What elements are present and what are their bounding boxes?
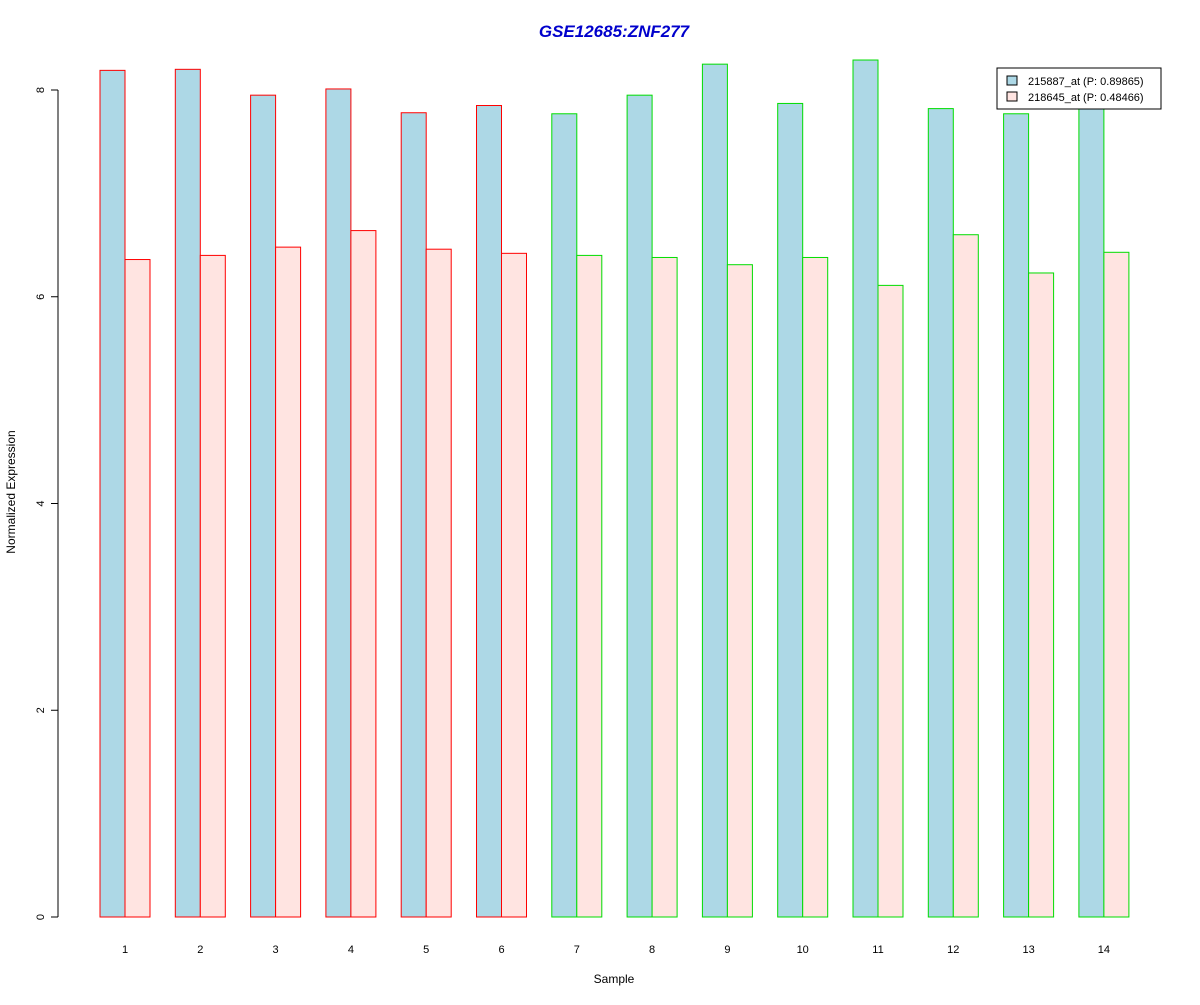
bar: [576, 254, 603, 918]
x-tick-label: 14: [1098, 944, 1110, 956]
x-tick-label: 1: [122, 944, 128, 956]
legend-label: 218645_at (P: 0.48466): [1028, 92, 1144, 104]
bar: [1003, 113, 1030, 918]
x-tick-label: 10: [797, 944, 809, 956]
bar: [350, 230, 377, 918]
x-tick-label: 5: [423, 944, 429, 956]
bar: [275, 246, 302, 918]
bar: [124, 259, 151, 918]
x-tick-label: 13: [1022, 944, 1034, 956]
bar: [1028, 272, 1055, 918]
bar: [651, 256, 678, 918]
bar: [425, 248, 452, 918]
bar: [250, 94, 277, 918]
legend-label: 215887_at (P: 0.89865): [1028, 76, 1144, 88]
x-tick-label: 3: [273, 944, 279, 956]
x-tick-label: 7: [574, 944, 580, 956]
bar: [1103, 251, 1130, 918]
x-axis-label: Sample: [594, 972, 635, 986]
y-axis-label: Normalized Expression: [4, 430, 18, 553]
x-tick-label: 9: [724, 944, 730, 956]
x-tick-label: 12: [947, 944, 959, 956]
bar: [99, 69, 126, 918]
bar: [802, 256, 829, 918]
y-tick-label: 8: [35, 87, 47, 93]
bar: [400, 112, 427, 918]
y-tick-label: 0: [35, 914, 47, 920]
bar: [1078, 107, 1105, 918]
y-tick-label: 2: [35, 707, 47, 713]
bar: [852, 59, 879, 918]
bar: [952, 234, 979, 918]
x-tick-label: 2: [197, 944, 203, 956]
bar: [927, 108, 954, 918]
bar: [199, 254, 226, 918]
bars-group: [99, 59, 1130, 918]
x-tick-label: 6: [498, 944, 504, 956]
x-tick-label: 11: [872, 944, 883, 956]
bar: [501, 252, 527, 918]
y-axis: 0 2 4 6 8: [35, 87, 59, 920]
bar: [877, 284, 904, 918]
bar: [701, 63, 728, 918]
bar: [476, 105, 502, 918]
y-tick-label: 6: [35, 294, 47, 300]
legend-box: [996, 67, 1162, 110]
legend-swatch: [1006, 75, 1018, 86]
y-tick-label: 4: [35, 500, 47, 506]
legend-swatch: [1006, 91, 1018, 102]
bar: [777, 102, 804, 918]
legend: 215887_at (P: 0.89865) 218645_at (P: 0.48…: [996, 67, 1162, 110]
x-tick-label: 4: [348, 944, 354, 956]
bar: [626, 94, 653, 918]
bar: [325, 88, 352, 918]
x-tick-label: 8: [649, 944, 655, 956]
bar: [174, 68, 201, 918]
chart-title: GSE12685:ZNF277: [539, 22, 691, 41]
bar: [726, 264, 753, 918]
x-tick-labels: 1 2 3 4 5 6 7 8 9 10 11 12 13 14: [122, 944, 1110, 956]
bar: [551, 113, 578, 918]
